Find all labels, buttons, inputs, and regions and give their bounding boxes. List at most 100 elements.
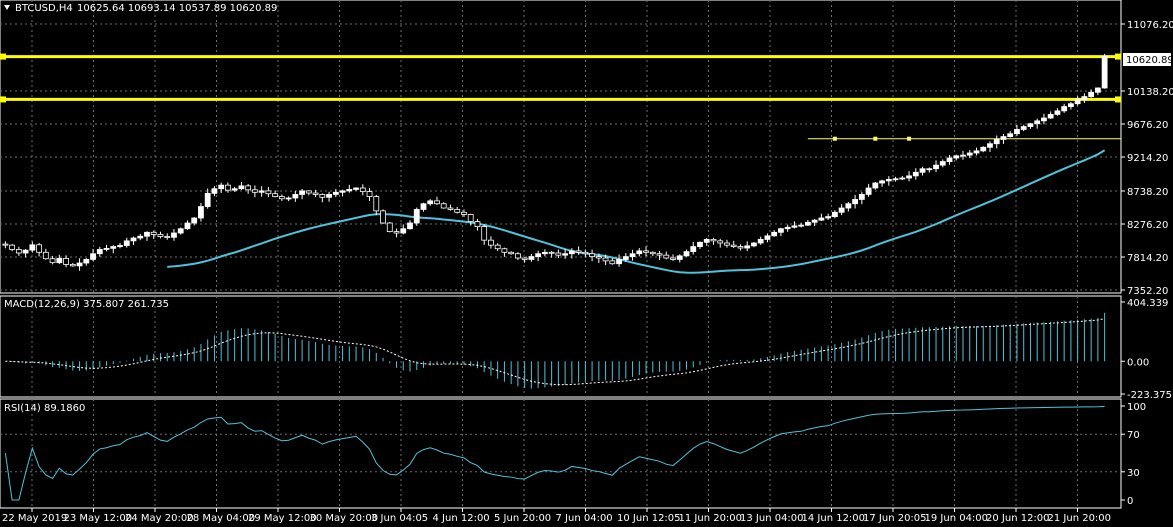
candle-bull: [103, 247, 110, 250]
candle-bull: [697, 241, 703, 247]
candle-bear: [670, 257, 676, 260]
candle-bull: [1081, 96, 1088, 100]
macd-panel-frame: [0, 295, 1122, 398]
candle-bear: [386, 222, 393, 232]
dropdown-triangle-icon[interactable]: [4, 5, 10, 10]
rsi-tick-label: 70: [1127, 430, 1140, 441]
price-tick-label: 9214.20: [1127, 153, 1168, 164]
candle-bull: [1000, 136, 1007, 140]
candle-bull: [939, 161, 946, 166]
time-tick-label: 3 Jun 04:05: [371, 513, 428, 524]
candle-bear: [609, 260, 616, 265]
macd-tick-label: 404.339: [1127, 298, 1168, 309]
candle-bull: [191, 217, 198, 224]
time-tick-label: 28 May 04:00: [187, 513, 256, 524]
candle-bear: [69, 264, 76, 267]
candle-bull: [744, 245, 751, 249]
price-grid: [0, 0, 1121, 293]
candle-bull: [906, 175, 912, 179]
candle-bear: [589, 253, 595, 257]
rsi-panel[interactable]: 100 70 30 0 RSI(14) 89.1860: [0, 398, 1146, 509]
macd-grid: [31, 296, 1078, 397]
candle-bear: [225, 184, 231, 191]
candle-bull: [804, 221, 811, 226]
price-tick-label: 10138.20: [1127, 87, 1173, 98]
candle-bear: [454, 209, 461, 213]
level-handle[interactable]: [0, 96, 6, 103]
candle-bull: [218, 184, 225, 190]
candle-bull: [1034, 120, 1041, 125]
symbol-label: BTCUSD,H4: [15, 3, 73, 14]
candle-bull: [211, 188, 218, 194]
time-tick-label: 29 May 12:00: [248, 513, 317, 524]
candle-bull: [339, 190, 346, 193]
price-panel[interactable]: 11076.20 10138.20 9676.20 9214.20 8738.20 827…: [0, 0, 1173, 297]
candle-bear: [393, 231, 400, 234]
candle-bear: [434, 200, 440, 205]
candle-bull: [636, 250, 643, 255]
candle-bear: [481, 226, 488, 241]
candle-bull: [1014, 129, 1020, 135]
candle-bull: [177, 228, 184, 234]
macd-tick-label: -223.375: [1127, 390, 1172, 401]
macd-tick-label: 0.00: [1127, 357, 1149, 368]
candle-bear: [467, 214, 474, 222]
candle-bear: [494, 244, 501, 250]
time-tick-label: 24 May 20:00: [125, 513, 194, 524]
candle-bear: [312, 192, 319, 195]
candle-bull: [1094, 87, 1101, 93]
level-handle[interactable]: [0, 53, 6, 60]
macd-title: MACD(12,26,9) 375.807 261.735: [4, 299, 169, 310]
candle-bull: [332, 191, 339, 195]
level-handle[interactable]: [1115, 53, 1121, 60]
candle-bear: [474, 221, 481, 227]
macd-panel[interactable]: 404.339 0.00 -223.375 MACD(12,26,9) 375.80…: [0, 295, 1172, 401]
candle-bull: [56, 257, 63, 264]
candle-bull: [1054, 110, 1061, 115]
candle-bull: [987, 143, 993, 148]
candle-bull: [400, 228, 407, 234]
candle-bull: [568, 250, 575, 255]
candle-bull: [926, 168, 933, 171]
time-tick-label: 17 Jun 20:05: [863, 513, 927, 524]
candle-bear: [447, 207, 454, 210]
time-tick-label: 11 Jun 20:00: [679, 513, 743, 524]
candle-bear: [730, 244, 737, 247]
candle-bull: [413, 209, 420, 224]
candle-bear: [251, 189, 258, 193]
candle-bull: [771, 231, 778, 237]
price-tag-text: 10620.89: [1126, 55, 1173, 66]
candle-bull: [845, 203, 852, 209]
price-tick-label: 8276.20: [1127, 220, 1168, 231]
candle-bear: [717, 240, 724, 244]
candle-bull: [784, 226, 791, 230]
candle-bull: [933, 164, 939, 170]
level-handle[interactable]: [1115, 96, 1121, 103]
candle-bull: [171, 232, 177, 238]
candle-bear: [656, 253, 663, 256]
candle-bull: [919, 168, 926, 173]
time-tick-label: 19 Jun 04:00: [925, 513, 989, 524]
time-tick-label: 20 Jun 12:00: [986, 513, 1050, 524]
candle-bull: [528, 256, 535, 260]
candle-bull: [852, 199, 859, 205]
price-tick-label: 9676.20: [1127, 120, 1168, 131]
candle-bull: [130, 237, 137, 242]
candle-bull: [764, 235, 771, 240]
ohlc-values: 10625.64 10693.14 10537.89 10620.89: [77, 3, 277, 14]
candle-bull: [751, 242, 757, 247]
candle-bull: [346, 189, 353, 192]
candle-bull: [838, 207, 845, 213]
candle-bull: [76, 262, 83, 267]
time-tick-label: 7 Jun 04:00: [556, 513, 613, 524]
candle-bear: [643, 250, 649, 253]
candle-bull: [326, 194, 332, 198]
candle-bull: [285, 197, 292, 200]
macd-signal-line: [5, 318, 1105, 386]
candle-bull: [407, 222, 413, 230]
candle-bull: [427, 200, 434, 205]
candle-bull: [892, 178, 899, 181]
candle-bull: [973, 150, 980, 154]
candle-bull: [825, 216, 832, 219]
